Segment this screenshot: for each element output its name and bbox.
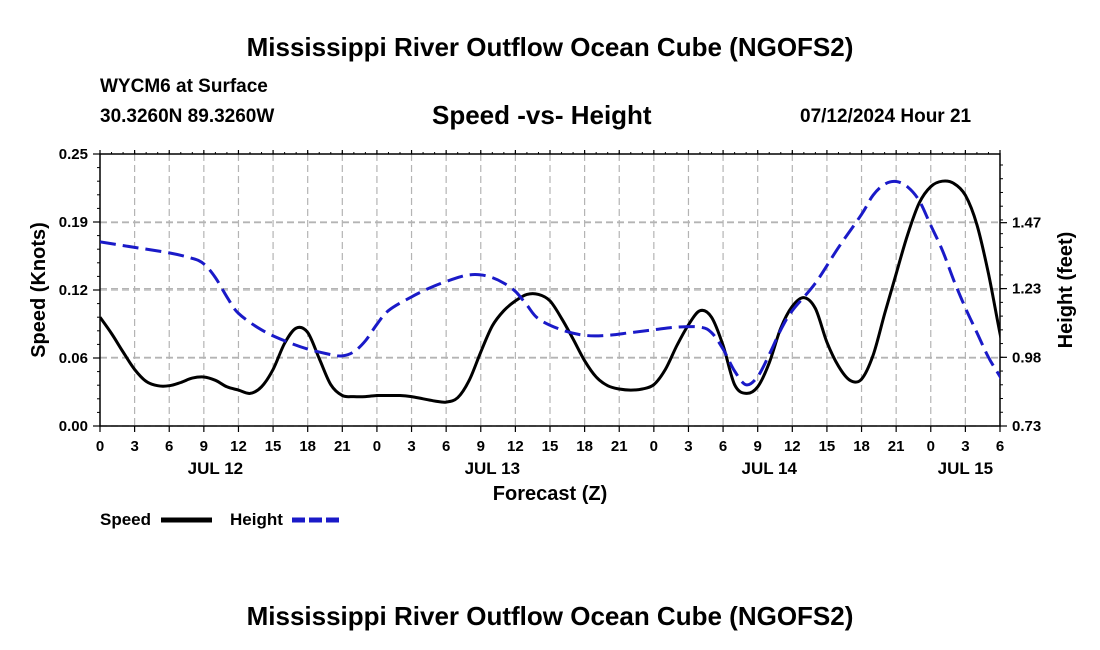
date-label: JUL 12 — [188, 459, 243, 478]
x-tick-label: 9 — [477, 438, 485, 455]
y-left-tick-label: 0.19 — [59, 214, 88, 231]
date-label: JUL 15 — [938, 459, 993, 478]
y-right-tick-label: 0.73 — [1012, 418, 1041, 435]
x-tick-label: 3 — [407, 438, 415, 455]
x-tick-label: 6 — [996, 438, 1004, 455]
chart-title: Mississippi River Outflow Ocean Cube (NG… — [246, 32, 854, 62]
x-tick-label: 0 — [96, 438, 104, 455]
legend-label-height: Height — [230, 510, 283, 529]
y-axis-right: 0.73 0.98 1.23 1.47 — [1000, 164, 1041, 435]
footer-title: Mississippi River Outflow Ocean Cube (NG… — [246, 601, 854, 631]
x-tick-label: 9 — [200, 438, 208, 455]
x-axis-label: Forecast (Z) — [493, 483, 607, 505]
date-label: JUL 14 — [742, 459, 798, 478]
x-tick-label: 21 — [334, 438, 351, 455]
coordinates-label: 30.3260N 89.3260W — [100, 106, 275, 127]
y-right-tick-label: 1.23 — [1012, 281, 1041, 298]
x-tick-label: 15 — [819, 438, 836, 455]
y-axis-left-label: Speed (Knots) — [28, 222, 50, 358]
x-tick-label: 0 — [927, 438, 935, 455]
chart-subtitle: Speed -vs- Height — [432, 100, 652, 130]
x-tick-label: 9 — [754, 438, 762, 455]
x-axis: 0 3 6 9 12 15 18 21 0 3 6 9 12 15 18 21 0 3 6 9 12 15 18 21 0 3 6J… — [96, 150, 1004, 478]
y-left-tick-label: 0.12 — [59, 282, 88, 299]
x-tick-label: 18 — [853, 438, 870, 455]
x-tick-label: 12 — [230, 438, 247, 455]
chart-series — [100, 179, 1000, 404]
x-tick-label: 6 — [165, 438, 173, 455]
x-tick-label: 12 — [784, 438, 801, 455]
station-label: WYCM6 at Surface — [100, 76, 268, 97]
x-tick-label: 21 — [611, 438, 628, 455]
y-left-tick-label: 0.00 — [59, 418, 88, 435]
date-label: JUL 13 — [465, 459, 520, 478]
forecast-datetime: 07/12/2024 Hour 21 — [800, 106, 972, 127]
x-tick-label: 6 — [442, 438, 450, 455]
grid-lines — [100, 154, 1000, 427]
legend: Speed Height — [100, 510, 342, 529]
y-right-tick-label: 1.47 — [1012, 215, 1041, 232]
x-tick-label: 3 — [130, 438, 138, 455]
x-tick-label: 15 — [265, 438, 282, 455]
x-tick-label: 3 — [961, 438, 969, 455]
x-tick-label: 12 — [507, 438, 524, 455]
speed-height-chart: 0 3 6 9 12 15 18 21 0 3 6 9 12 15 18 21 0 3 6 9 12 15 18 21 0 3 6J… — [28, 146, 1077, 529]
legend-label-speed: Speed — [100, 510, 151, 529]
x-tick-label: 6 — [719, 438, 727, 455]
x-tick-label: 18 — [299, 438, 316, 455]
y-axis-right-label: Height (feet) — [1055, 232, 1077, 349]
x-tick-label: 3 — [684, 438, 692, 455]
y-left-tick-label: 0.06 — [59, 350, 88, 367]
y-right-tick-label: 0.98 — [1012, 349, 1041, 366]
height-series-line — [100, 179, 1000, 387]
x-tick-label: 0 — [650, 438, 658, 455]
x-tick-label: 21 — [888, 438, 905, 455]
y-left-tick-label: 0.25 — [59, 146, 88, 163]
y-axis-left: 0.00 0.06 0.12 0.19 0.25 — [59, 146, 100, 435]
speed-series-line — [100, 179, 1000, 404]
x-tick-label: 18 — [576, 438, 593, 455]
x-tick-label: 0 — [373, 438, 381, 455]
x-tick-label: 15 — [542, 438, 559, 455]
